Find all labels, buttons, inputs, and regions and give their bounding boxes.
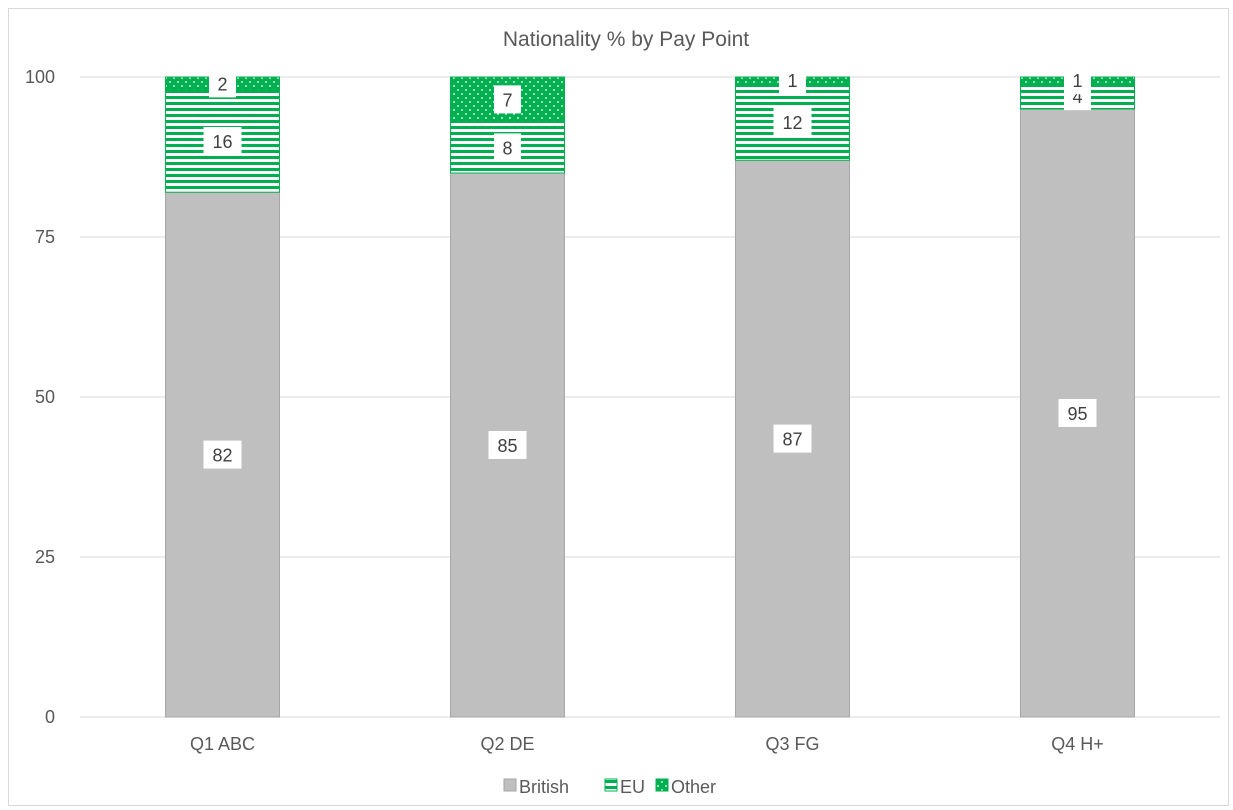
- legend-swatch: [604, 778, 618, 792]
- data-label-box: [209, 69, 236, 98]
- data-label: 2: [217, 74, 227, 94]
- y-axis-ticks: 0 25 50 75 100: [25, 67, 55, 727]
- y-tick-label: 75: [35, 227, 55, 247]
- data-label: 82: [212, 446, 232, 466]
- legend: British EU Other: [503, 777, 716, 797]
- data-label-box: [494, 85, 521, 114]
- legend-swatch: [655, 778, 669, 792]
- data-label: 8: [502, 138, 512, 158]
- legend-swatch: [503, 778, 517, 792]
- data-label: 1: [1072, 71, 1082, 91]
- x-axis-categories: Q1 ABC Q2 DE Q3 FG Q4 H+: [190, 734, 1104, 754]
- data-label-box: [203, 440, 242, 469]
- data-label-box: [773, 424, 812, 453]
- data-label-box: [1058, 399, 1097, 427]
- data-label-box: [494, 133, 521, 162]
- data-label: 87: [782, 430, 802, 450]
- y-tick-label: 0: [45, 707, 55, 727]
- data-label-box: [488, 431, 527, 459]
- y-tick-label: 50: [35, 387, 55, 407]
- x-category-label: Q2 DE: [480, 734, 534, 754]
- legend-label: British: [519, 777, 569, 797]
- x-category-label: Q3 FG: [765, 734, 819, 754]
- data-label-box: [773, 107, 812, 136]
- data-label: 95: [1067, 404, 1087, 424]
- x-category-label: Q4 H+: [1051, 734, 1104, 754]
- y-tick-label: 25: [35, 547, 55, 567]
- data-label: 4: [1072, 87, 1082, 107]
- legend-label: EU: [620, 777, 645, 797]
- data-label: 7: [502, 90, 512, 110]
- x-category-label: Q1 ABC: [190, 734, 255, 754]
- chart-title: Nationality % by Pay Point: [503, 28, 749, 51]
- data-label: 16: [212, 132, 232, 152]
- data-label: 1: [787, 71, 797, 91]
- data-label-box: [1064, 66, 1091, 95]
- data-label: 12: [782, 113, 802, 133]
- data-label-box: [203, 127, 242, 155]
- data-label: 85: [497, 436, 517, 456]
- legend-label: Other: [671, 777, 716, 797]
- y-tick-label: 100: [25, 67, 55, 87]
- data-label-box: [779, 66, 806, 95]
